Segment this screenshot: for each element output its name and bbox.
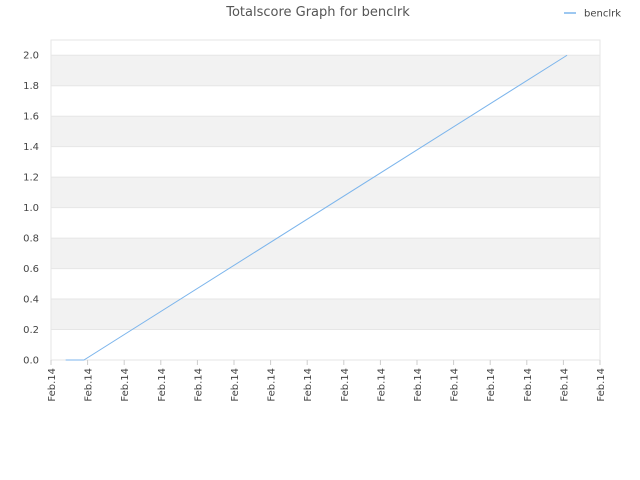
y-tick-label: 1.2: [23, 173, 39, 184]
grid-band: [51, 55, 600, 86]
grid-band: [51, 177, 600, 208]
line: [65, 54, 568, 361]
y-tick-label: 0.6: [23, 264, 39, 275]
legend-label: benclrk: [584, 9, 621, 20]
x-tick-label: Feb.14: [193, 368, 204, 402]
y-tick-label: 0.2: [23, 325, 39, 336]
x-tick-label: Feb.14: [340, 368, 351, 402]
x-tick-label: Feb.14: [120, 368, 131, 402]
x-tick-label: Feb.14: [376, 368, 387, 402]
chart-title: Totalscore Graph for benclrk: [225, 5, 410, 20]
x-tick-label: Feb.14: [450, 368, 461, 402]
y-tick-label: 0.8: [23, 234, 39, 245]
x-tick-label: Feb.14: [523, 368, 534, 402]
y-tick-label: 1.0: [23, 203, 39, 214]
x-tick-label: Feb.14: [413, 368, 424, 402]
grid-band: [51, 116, 600, 147]
x-tick-label: Feb.14: [486, 368, 497, 402]
x-tick-label: Feb.14: [303, 368, 314, 402]
grid-band: [51, 299, 600, 330]
x-tick-label: Feb.14: [47, 368, 58, 402]
y-tick-label: 0.0: [23, 356, 39, 367]
x-tick-label: Feb.14: [267, 368, 278, 402]
x-tick-label: Feb.14: [230, 368, 241, 402]
x-tick-label: Feb.14: [596, 368, 607, 402]
grid-band: [51, 238, 600, 269]
x-tick-label: Feb.14: [559, 368, 570, 402]
y-tick-label: 1.4: [23, 142, 39, 153]
y-tick-label: 1.8: [23, 81, 39, 92]
y-tick-label: 1.6: [23, 112, 39, 123]
x-tick-label: Feb.14: [84, 368, 95, 402]
y-tick-label: 2.0: [23, 51, 39, 62]
y-tick-label: 0.4: [23, 295, 39, 306]
x-tick-label: Feb.14: [157, 368, 168, 402]
